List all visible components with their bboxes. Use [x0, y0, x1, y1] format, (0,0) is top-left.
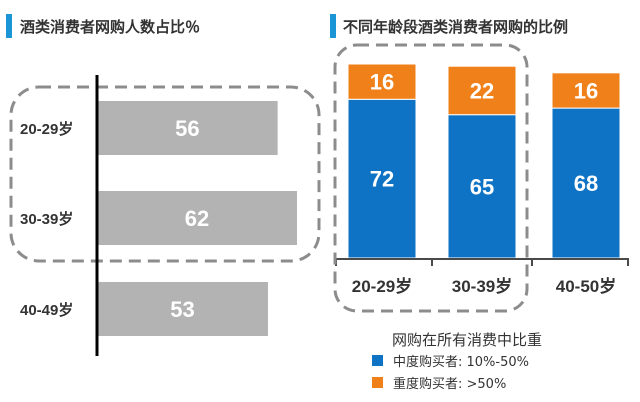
left-category-label-1: 30-39岁 — [20, 210, 73, 228]
right-bar-value-2-series-1: 16 — [574, 78, 598, 103]
legend-title: 网购在所有消费中比重 — [392, 331, 542, 349]
left-title-accent — [6, 14, 12, 38]
right-bar-1-series-1 — [447, 65, 517, 116]
legend: 网购在所有消费中比重 中度购买者: 10%-50% 重度购买者: >50% — [372, 331, 542, 392]
left-bar-value-2: 53 — [170, 297, 194, 322]
left-bar-value-0: 56 — [175, 116, 199, 141]
legend-label-medium: 中度购买者: 10%-50% — [393, 354, 529, 370]
right-bar-value-0-series-0: 72 — [370, 167, 394, 192]
legend-swatch-medium — [372, 355, 383, 366]
right-highlight-box — [333, 43, 529, 313]
left-chart-title: 酒类消费者网购人数占比％ — [20, 18, 200, 36]
left-category-label-0: 20-29岁 — [20, 120, 73, 138]
right-category-label-2: 40-50岁 — [556, 276, 616, 296]
right-bar-0-series-0 — [347, 98, 417, 259]
left-bar-value-1: 62 — [185, 206, 209, 231]
left-bar-1 — [97, 191, 297, 245]
legend-label-heavy: 重度购买者: >50% — [393, 376, 506, 392]
right-stacked-chart: 72 16 20-29岁 65 22 30-39岁 68 16 40-50岁 — [333, 43, 629, 313]
right-bar-2-series-0 — [551, 107, 621, 259]
left-bar-0 — [97, 101, 278, 155]
right-bar-2-series-1 — [551, 72, 621, 109]
right-bar-value-0-series-1: 16 — [370, 70, 394, 95]
right-category-label-1: 30-39岁 — [452, 276, 512, 296]
left-bar-chart: 56 20-29岁 62 30-39岁 53 40-49岁 — [9, 75, 321, 356]
right-bar-value-1-series-0: 65 — [470, 174, 494, 199]
right-title-accent — [330, 14, 336, 38]
right-category-label-0: 20-29岁 — [352, 276, 412, 296]
right-bar-0-series-1 — [347, 63, 417, 100]
left-category-label-2: 40-49岁 — [20, 301, 73, 319]
left-bar-2 — [97, 282, 268, 336]
right-bar-value-1-series-1: 22 — [470, 78, 494, 103]
left-highlight-box — [9, 85, 321, 263]
legend-swatch-heavy — [372, 377, 383, 388]
right-bar-value-2-series-0: 68 — [574, 171, 598, 196]
right-chart-title: 不同年龄段酒类消费者网购的比例 — [343, 18, 568, 36]
